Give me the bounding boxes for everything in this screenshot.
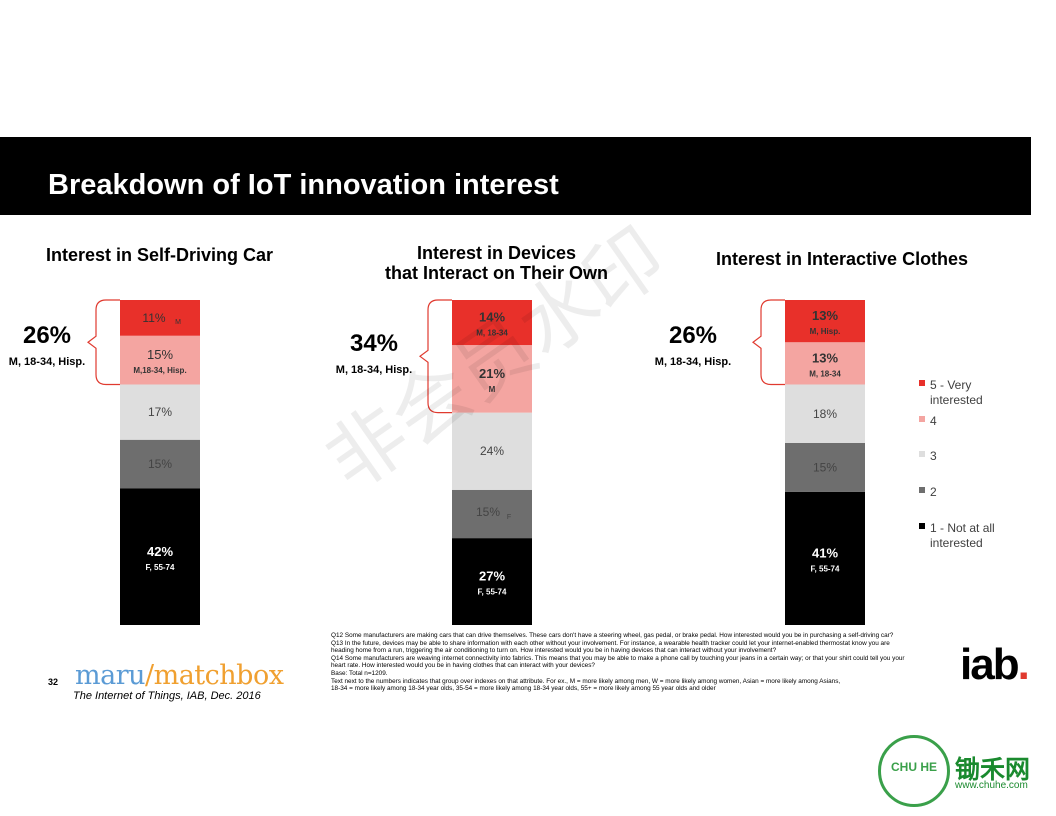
data-label-devices-2: 15%	[476, 505, 500, 519]
data-label-self-driving-5: 11%	[142, 311, 165, 325]
callout-brace-devices	[419, 299, 452, 414]
page-number: 32	[48, 677, 59, 687]
legend-label-1: 5 - Very	[930, 378, 971, 392]
bar-segment-devices-4	[452, 345, 532, 413]
bar-segment-clothes-2	[785, 443, 865, 492]
legend-swatch-5	[919, 523, 925, 529]
chart-title-devices-line1: Interest in Devices	[416, 243, 577, 263]
data-sublabel-self-driving-5: M	[175, 319, 181, 326]
legend-label-5: 1 - Not at all	[930, 521, 995, 535]
data-label-self-driving-2: 15%	[148, 457, 172, 471]
data-label-devices-1: 27%	[479, 569, 505, 584]
data-sublabel-devices-4: M	[489, 385, 496, 394]
data-label-devices-4: 21%	[479, 366, 505, 381]
bar-segment-self-driving-4	[120, 335, 200, 385]
bar-segment-devices-5	[452, 300, 532, 346]
source-citation: The Internet of Things, IAB, Dec. 2016	[73, 690, 261, 702]
bar-segment-clothes-4	[785, 342, 865, 385]
footnote-line: Q14 Some manufacturers are weaving inter…	[331, 654, 905, 662]
data-sublabel-self-driving-4: M,18-34, Hisp.	[133, 366, 186, 375]
data-label-clothes-4: 13%	[812, 350, 838, 365]
slide-title: Breakdown of IoT innovation interest	[48, 169, 559, 201]
callout-sublabel-devices: M, 18-34, Hisp.	[336, 364, 412, 376]
title-banner: Breakdown of IoT innovation interest	[0, 137, 1031, 215]
bar-segment-self-driving-5	[120, 300, 200, 336]
data-label-clothes-5: 13%	[812, 308, 838, 323]
callout-brace-clothes	[752, 299, 785, 386]
data-sublabel-devices-1: F, 55-74	[478, 588, 507, 597]
callout-value-devices: 34%	[350, 330, 398, 357]
data-label-clothes-1: 41%	[812, 545, 838, 560]
bar-segment-clothes-3	[785, 384, 865, 443]
legend-label-3: 3	[930, 449, 937, 463]
footnote-line: Q12 Some manufacturers are making cars t…	[331, 632, 894, 639]
chart-title-devices: Interest in Devices that Interact on The…	[364, 243, 629, 283]
callout-value-clothes: 26%	[669, 322, 717, 349]
callout-brace-self-driving	[87, 299, 120, 386]
bar-segment-self-driving-3	[120, 384, 200, 440]
data-label-self-driving-1: 42%	[147, 544, 173, 559]
bar-segment-self-driving-1	[120, 488, 200, 625]
footnote-line: Text next to the numbers indicates that …	[331, 677, 841, 685]
bar-segment-clothes-1	[785, 491, 865, 625]
footnote-line: 18-34 = more likely among 18-34 year old…	[331, 685, 716, 693]
watermark-seal-text: CHU HE	[891, 760, 938, 774]
chart-title-devices-line2: that Interact on Their Own	[384, 263, 608, 283]
legend-label-4: 2	[930, 485, 937, 499]
footnotes: Q12 Some manufacturers are making cars t…	[331, 632, 971, 693]
maru-matchbox-logo: maru/matchbox	[75, 660, 284, 691]
data-label-self-driving-3: 17%	[148, 405, 172, 419]
bar-segment-devices-1	[452, 538, 532, 625]
legend-swatch-1	[919, 380, 925, 386]
data-label-clothes-3: 18%	[813, 407, 837, 421]
legend-label-1: interested	[930, 393, 983, 407]
chart-title-clothes: Interest in Interactive Clothes	[716, 249, 969, 269]
watermark-brand: 锄禾网	[955, 756, 1031, 784]
bar-segment-devices-3	[452, 412, 532, 490]
data-label-clothes-2: 15%	[813, 460, 837, 474]
footnote-line: heart rate. How interested would you be …	[331, 662, 595, 670]
data-sublabel-clothes-5: M, Hisp.	[810, 327, 841, 336]
legend-label-5: interested	[930, 536, 983, 550]
data-sublabel-devices-5: M, 18-34	[476, 329, 508, 338]
watermark-seal: CHU HE	[878, 735, 950, 807]
data-sublabel-clothes-4: M, 18-34	[809, 369, 841, 378]
callout-sublabel-clothes: M, 18-34, Hisp.	[655, 356, 731, 368]
callout-sublabel-self-driving: M, 18-34, Hisp.	[9, 356, 85, 368]
iab-logo: iab.	[960, 640, 1030, 690]
legend-swatch-4	[919, 487, 925, 493]
legend-swatch-2	[919, 416, 925, 422]
logo-slash: /	[145, 660, 154, 691]
iab-logo-dot: .	[1017, 640, 1030, 689]
logo-maru-text: maru	[75, 660, 146, 691]
footnote-line: Base: Total n=1209.	[331, 669, 388, 677]
bar-segment-self-driving-2	[120, 439, 200, 489]
data-sublabel-clothes-1: F, 55-74	[811, 564, 840, 573]
logo-matchbox-text: matchbox	[153, 660, 284, 691]
data-sublabel-devices-2: F	[507, 514, 511, 521]
footnote-line: Q13 In the future, devices may be able t…	[331, 639, 890, 647]
legend-swatch-3	[919, 451, 925, 457]
legend-label-2: 4	[930, 414, 937, 428]
data-label-self-driving-4: 15%	[147, 347, 173, 362]
callout-value-self-driving: 26%	[23, 322, 71, 349]
data-sublabel-self-driving-1: F, 55-74	[146, 563, 175, 572]
watermark-url: www.chuhe.com	[955, 780, 1028, 791]
chart-title-self-driving: Interest in Self-Driving Car	[46, 245, 274, 265]
data-label-devices-3: 24%	[480, 444, 504, 458]
data-label-devices-5: 14%	[479, 310, 505, 325]
bar-segment-clothes-5	[785, 300, 865, 343]
footnote-line: heading home from a run, triggering the …	[331, 647, 777, 655]
iab-logo-text: iab	[960, 640, 1020, 689]
bar-segment-devices-2	[452, 489, 532, 539]
